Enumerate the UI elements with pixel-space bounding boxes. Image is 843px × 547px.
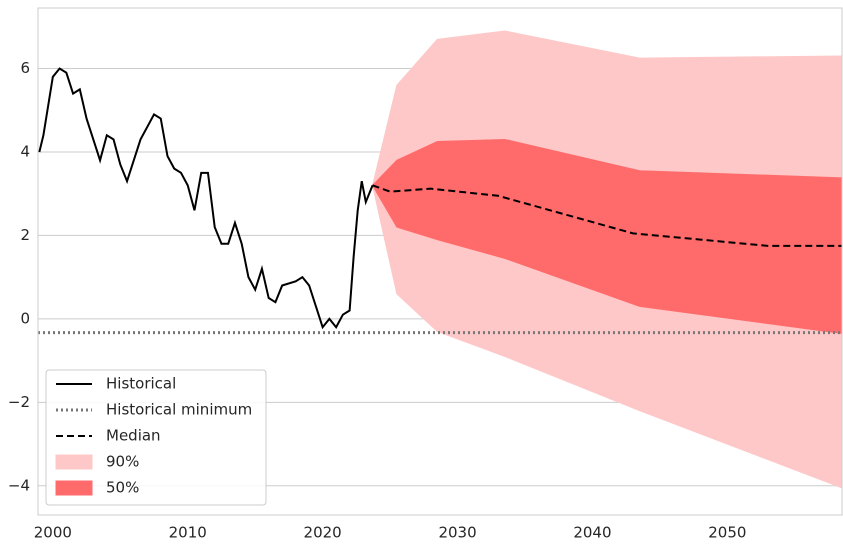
legend-label: Historical [106,375,176,393]
y-tick-label: 0 [20,309,30,327]
legend-label: 90% [106,453,139,471]
line [38,67,374,330]
x-tick-label: 2020 [304,524,342,542]
legend-box [45,369,267,506]
plot-frame [37,7,843,516]
x-tick-label: 2030 [438,524,476,542]
legend-label: 50% [106,479,139,497]
x-tick-label: 2050 [708,524,746,542]
plot-area [38,30,842,489]
y-tick-label: −2 [8,393,30,411]
y-tick-label: 2 [20,226,30,244]
x-tick-label: 2000 [34,524,72,542]
legend-label: Historical minimum [106,401,252,419]
band [371,138,842,334]
line [372,184,842,247]
legend: Historical Historical minimum Median 90% 50% [45,369,267,506]
x-tick-label: 2010 [169,524,207,542]
x-tick-label: 2040 [573,524,611,542]
legend-swatch [55,454,93,470]
y-tick-label: 4 [20,142,30,160]
y-tick-label: 6 [20,59,30,77]
legend-label: Median [106,427,161,445]
y-tick-label: −4 [8,476,30,494]
legend-swatch [55,480,93,496]
